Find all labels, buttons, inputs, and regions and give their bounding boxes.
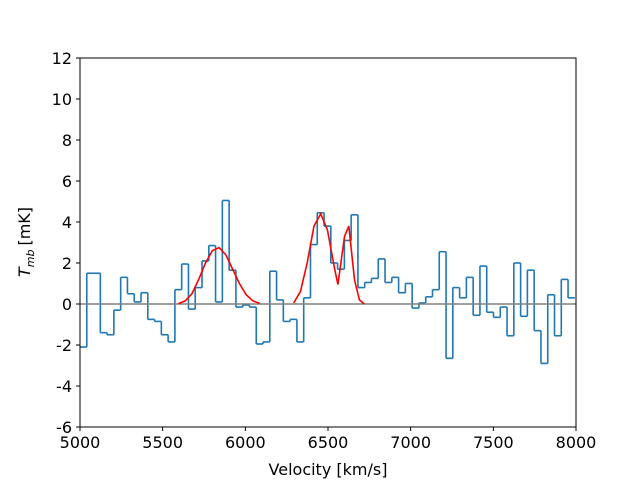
y-tick-label: -6 <box>56 418 72 437</box>
y-tick-label: -4 <box>56 377 72 396</box>
y-tick-label: 2 <box>62 254 72 273</box>
y-axis-label: Tmb [mK] <box>15 207 37 277</box>
fit-line <box>178 211 365 305</box>
y-tick-label: 10 <box>52 90 72 109</box>
y-tick-label: 8 <box>62 131 72 150</box>
y-label-symbol: T <box>15 266 34 277</box>
x-tick-label: 8000 <box>556 433 597 452</box>
x-tick-label: 7500 <box>473 433 514 452</box>
y-tick-label: 6 <box>62 172 72 191</box>
y-label-subscript: mb <box>24 250 37 268</box>
y-label-unit: [mK] <box>15 207 34 246</box>
x-tick-label: 7000 <box>390 433 431 452</box>
y-tick-label: 0 <box>62 295 72 314</box>
x-tick-label: 6500 <box>308 433 349 452</box>
y-tick-label: -2 <box>56 336 72 355</box>
x-tick-label: 6000 <box>225 433 266 452</box>
y-tick-label: 4 <box>62 213 72 232</box>
plot-frame <box>79 57 577 428</box>
y-tick-label: 12 <box>52 49 72 68</box>
x-tick-label: 5000 <box>60 433 101 452</box>
x-tick-label: 5500 <box>142 433 183 452</box>
x-axis-label: Velocity [km/s] <box>269 460 388 479</box>
